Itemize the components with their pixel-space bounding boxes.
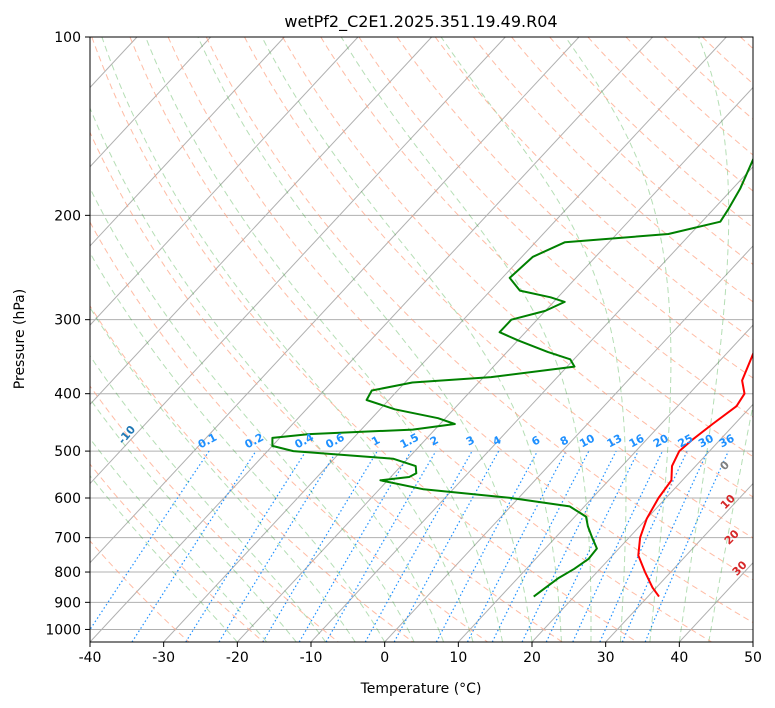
mixing-ratio-lines [90, 450, 729, 642]
x-tick-label: -40 [79, 650, 102, 666]
mixing-ratio-line-10 [491, 450, 590, 642]
moist-adiabat [145, 37, 503, 642]
x-tick-label: -20 [226, 650, 249, 666]
y-tick-label: 1000 [45, 622, 81, 638]
y-tick-label: 200 [54, 208, 81, 224]
x-tick-label: -30 [152, 650, 175, 666]
isotherm [90, 37, 285, 247]
y-axis-label: Pressure (hPa) [12, 289, 28, 389]
moist-adiabat [90, 398, 297, 642]
mixing-ratio-line-0.6 [218, 450, 338, 642]
isotherm [90, 37, 359, 326]
isotherm [90, 37, 580, 564]
isotherm [605, 482, 753, 642]
x-tick-label: 50 [744, 650, 762, 666]
y-tick-label: 400 [54, 387, 81, 403]
x-tick-label: 10 [449, 650, 467, 666]
dry-adiabat [90, 131, 563, 642]
x-tick-label: 30 [597, 650, 615, 666]
y-tick-label: 600 [54, 491, 81, 507]
isotherm [90, 37, 433, 406]
isotherm [384, 245, 753, 642]
mixing-ratio-label-13: 13 [605, 432, 625, 451]
mixing-ratio-line-0.1 [90, 450, 210, 631]
y-tick-label: 500 [54, 444, 81, 460]
dry-adiabat [549, 37, 753, 229]
moist-adiabat [564, 37, 672, 642]
y-tick-label: 900 [54, 595, 81, 611]
dry-adiabat [358, 37, 753, 418]
moist-adiabat [708, 402, 753, 642]
x-axis-label: Temperature (°C) [360, 681, 482, 697]
mixing-ratio-line-30 [621, 450, 709, 642]
moist-adiabat [90, 251, 386, 642]
dry-adiabat [129, 37, 712, 642]
profile-line-2 [271, 157, 753, 598]
mixing-ratio-line-3 [364, 450, 473, 642]
y-tick-label: 100 [54, 30, 81, 46]
y-axis-ticks: 100 200 300 400 500 600 700 800 900 1000 [45, 30, 90, 638]
mixing-ratio-label-36: 36 [717, 432, 737, 451]
moist-adiabat [101, 37, 474, 642]
moist-adiabat [90, 187, 415, 642]
profiles [271, 157, 753, 598]
dry-adiabat [320, 37, 753, 458]
mixing-ratio-label-16: 16 [627, 432, 647, 451]
x-tick-label: 0 [380, 650, 389, 666]
y-tick-label: 300 [54, 313, 81, 329]
moist-adiabat [90, 306, 356, 642]
isotherm [90, 37, 654, 642]
dry-adiabat [167, 37, 753, 624]
moist-adiabat [197, 37, 533, 642]
isotherm [90, 37, 506, 485]
dry-adiabat [91, 37, 638, 642]
mixing-ratio-label-25: 25 [676, 432, 696, 451]
moist-adiabat [440, 37, 627, 642]
moist-adiabat [340, 37, 592, 642]
x-axis-ticks: -40 -30 -20 -10 0 10 20 30 40 50 [79, 642, 762, 666]
dry-adiabat [587, 37, 753, 192]
moist-adiabat [90, 106, 445, 642]
isotherm [163, 37, 727, 642]
dry-adiabat [90, 463, 264, 642]
mixing-ratio-label-10: 10 [577, 432, 597, 451]
moist-adiabats [90, 37, 753, 642]
isotherm [236, 86, 753, 642]
moist-adiabat [261, 37, 562, 642]
x-tick-label: 20 [523, 650, 541, 666]
mixing-ratio-line-0.2 [131, 450, 257, 642]
isotherm [90, 37, 212, 168]
chart-title: wetPf2_C2E1.2025.351.19.49.R04 [284, 12, 557, 32]
mixing-ratio-label-30: 30 [696, 432, 716, 451]
grid [90, 37, 753, 642]
x-tick-label: -10 [300, 650, 323, 666]
profile-line-1 [637, 351, 753, 598]
mixing-ratio-line-0.4 [185, 450, 307, 642]
mixing-ratio-label-20: 20 [651, 432, 671, 451]
moist-adiabat [90, 354, 327, 642]
dry-adiabat [282, 37, 753, 498]
dry-adiabat [205, 37, 753, 581]
y-tick-label: 700 [54, 531, 81, 547]
isotherm [457, 324, 753, 642]
plot-frame [89, 36, 754, 643]
plot-area: 0.10.20.40.611.52346810131620253036-100-… [90, 37, 753, 642]
y-tick-label: 800 [54, 565, 81, 581]
mixing-ratio-line-36 [644, 450, 729, 642]
isotherm [310, 165, 753, 642]
x-tick-label: 40 [670, 650, 688, 666]
mixing-ratio-line-13 [521, 450, 617, 642]
isotherm [531, 403, 753, 642]
mixing-ratio-line-6 [435, 450, 539, 642]
dry-adiabat [90, 304, 414, 642]
dry-adiabat [473, 37, 753, 303]
